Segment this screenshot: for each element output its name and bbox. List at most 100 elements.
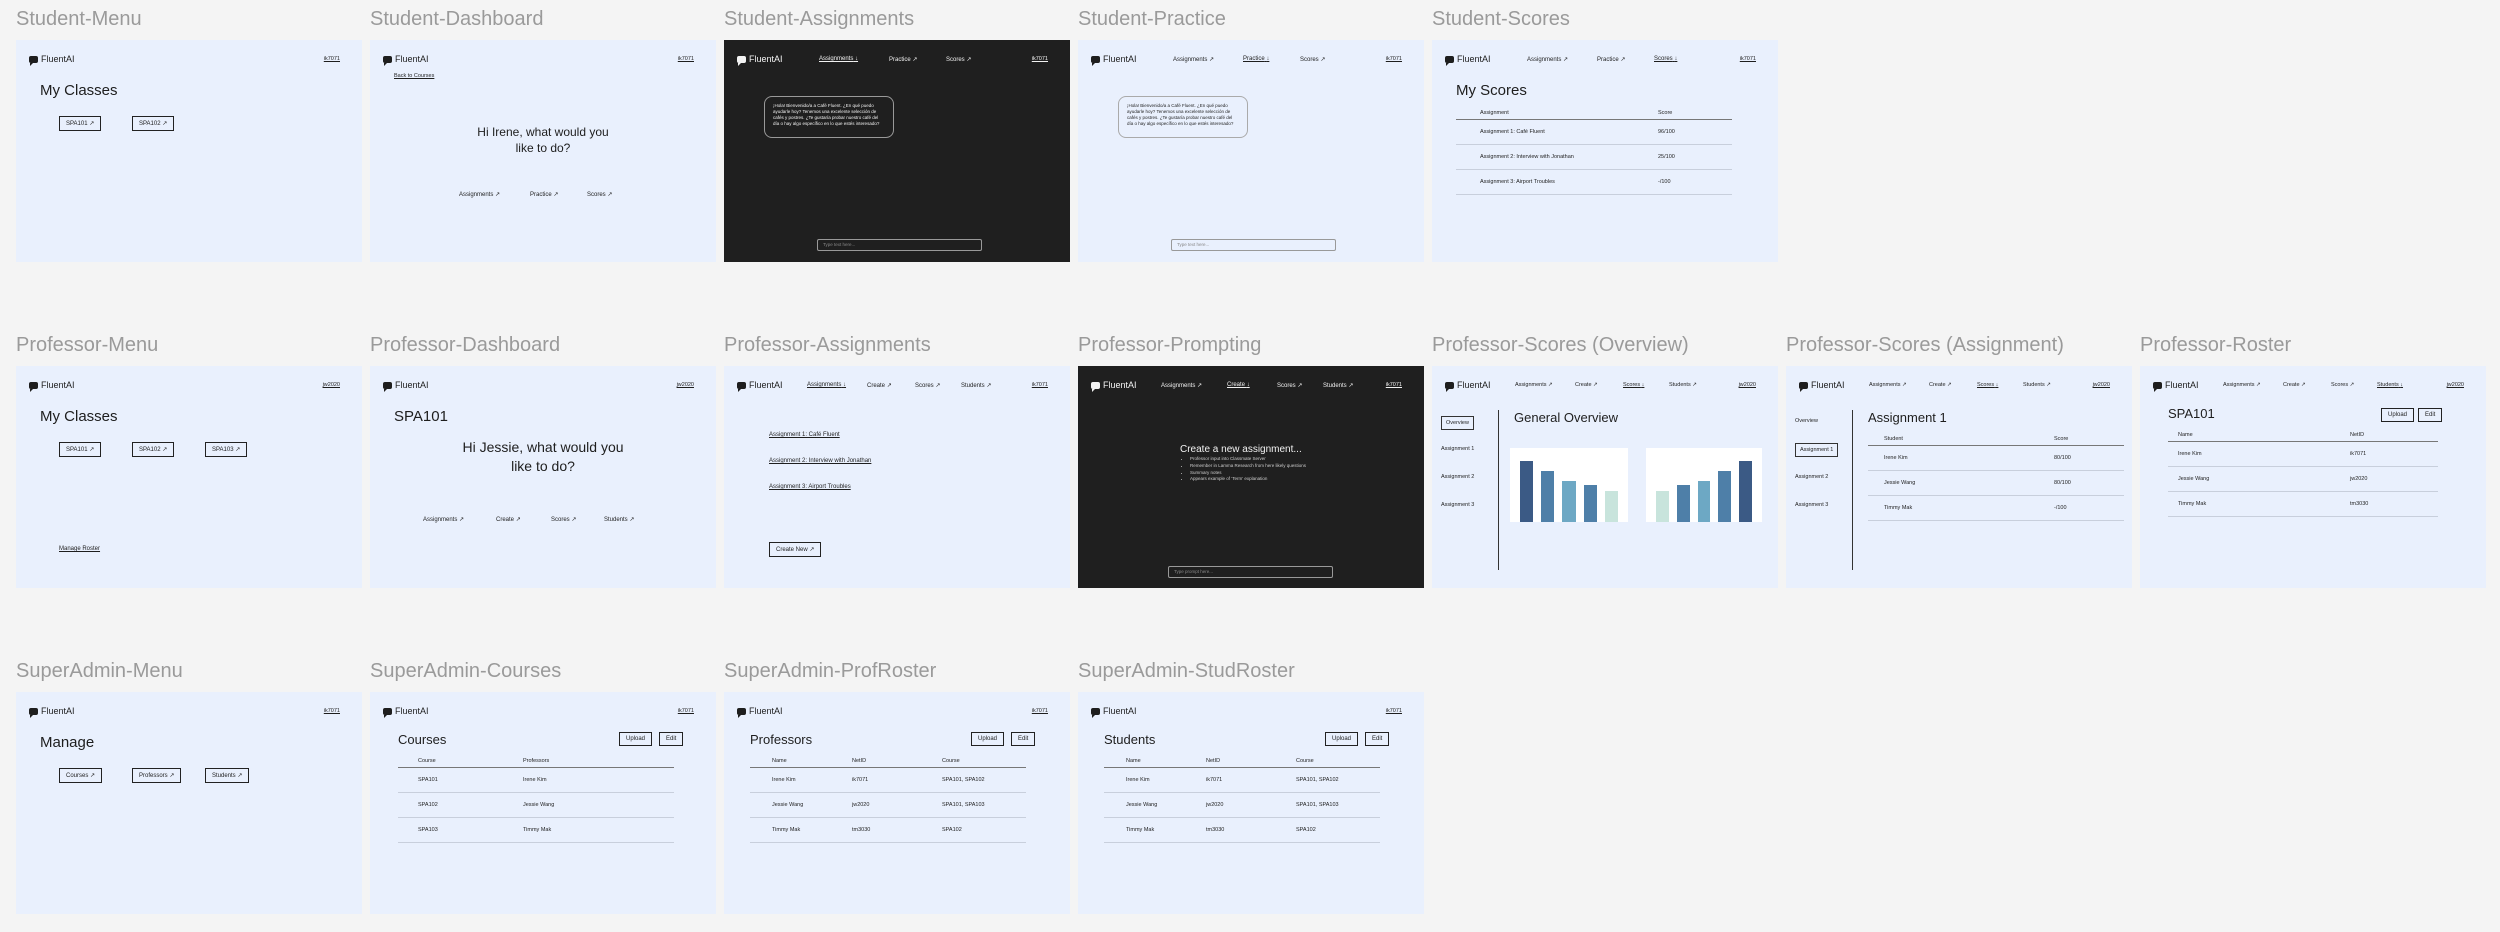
sidebar-tab-assignment-3[interactable]: Assignment 3 xyxy=(1795,502,1829,508)
user-id-link[interactable]: jw2020 xyxy=(1738,382,1756,388)
brand-logo[interactable]: FluentAI xyxy=(1091,706,1137,718)
brand-logo[interactable]: FluentAI xyxy=(1091,380,1137,392)
nav-students[interactable]: Students ↗ xyxy=(1669,382,1697,388)
nav-create[interactable]: Create ↗ xyxy=(1575,382,1598,388)
nav-practice[interactable]: Practice ↓ xyxy=(1243,56,1270,62)
nav-scores[interactable]: Scores ↗ xyxy=(915,383,941,389)
table-row[interactable]: Jessie Wang jw2020 SPA101, SPA103 xyxy=(1104,793,1380,818)
nav-create[interactable]: Create ↗ xyxy=(2283,382,2306,388)
sidebar-tab-assignment-2[interactable]: Assignment 2 xyxy=(1795,474,1829,480)
nav-scores[interactable]: Scores ↓ xyxy=(1977,382,1999,388)
chat-input[interactable]: Type text here... xyxy=(817,239,982,251)
sidebar-tab-overview[interactable]: Overview xyxy=(1795,418,1818,424)
table-row[interactable]: Jessie Wang jw2020 SPA101, SPA103 xyxy=(750,793,1026,818)
user-id-link[interactable]: ik7071 xyxy=(1739,56,1756,62)
class-button-spa103[interactable]: SPA103 ↗ xyxy=(205,442,248,457)
brand-logo[interactable]: FluentAI xyxy=(737,706,783,718)
edit-button[interactable]: Edit xyxy=(1011,732,1036,746)
assignment-link[interactable]: Assignment 1: Café Fluent xyxy=(769,432,840,438)
table-row[interactable]: Timmy Mak tm3030 SPA102 xyxy=(1104,818,1380,843)
table-row[interactable]: Irene Kim ik7071 SPA101, SPA102 xyxy=(1104,768,1380,793)
chat-input[interactable]: Type text here... xyxy=(1171,239,1336,251)
table-row[interactable]: Assignment 2: Interview with Jonathan 25/… xyxy=(1456,145,1732,170)
nav-assignments[interactable]: Assignments ↓ xyxy=(819,56,859,62)
nav-scores[interactable]: Scores ↗ xyxy=(2331,382,2355,388)
table-row[interactable]: SPA102 Jessie Wang xyxy=(398,793,674,818)
brand-logo[interactable]: FluentAI xyxy=(29,706,75,718)
nav-scores[interactable]: Scores ↓ xyxy=(1654,56,1678,62)
table-row[interactable]: SPA103 Timmy Mak xyxy=(398,818,674,843)
upload-button[interactable]: Upload xyxy=(971,732,1005,746)
user-id-link[interactable]: jw2020 xyxy=(2092,382,2110,388)
brand-logo[interactable]: FluentAI xyxy=(383,54,429,66)
brand-logo[interactable]: FluentAI xyxy=(1445,380,1491,392)
assignment-link[interactable]: Assignment 3: Airport Troubles xyxy=(769,484,851,490)
nav-scores[interactable]: Scores ↗ xyxy=(1300,57,1326,63)
nav-students[interactable]: Students ↗ xyxy=(961,383,992,389)
user-id-link[interactable]: ik7071 xyxy=(1031,56,1048,62)
nav-practice[interactable]: Practice ↗ xyxy=(1597,57,1626,63)
nav-assignments[interactable]: Assignments ↗ xyxy=(1515,382,1553,388)
manage-courses-button[interactable]: Courses ↗ xyxy=(59,768,103,783)
class-button-spa101[interactable]: SPA101 ↗ xyxy=(59,442,102,457)
class-button-spa101[interactable]: SPA101 ↗ xyxy=(59,116,102,131)
nav-assignments[interactable]: Assignments ↗ xyxy=(1869,382,1907,388)
class-button-spa102[interactable]: SPA102 ↗ xyxy=(132,116,175,131)
user-id-link[interactable]: ik7071 xyxy=(1385,382,1402,388)
brand-logo[interactable]: FluentAI xyxy=(737,380,783,392)
table-row[interactable]: Timmy Mak -/100 xyxy=(1868,496,2124,521)
sidebar-tab-assignment-1[interactable]: Assignment 1 xyxy=(1441,446,1475,452)
user-id-link[interactable]: ik7071 xyxy=(323,708,340,714)
nav-scores[interactable]: Scores ↓ xyxy=(1623,382,1645,388)
practice-link[interactable]: Practice ↗ xyxy=(530,192,559,198)
user-id-link[interactable]: jw2020 xyxy=(322,382,340,388)
nav-students[interactable]: Students ↗ xyxy=(2023,382,2051,388)
scores-link[interactable]: Scores ↗ xyxy=(587,192,613,198)
students-link[interactable]: Students ↗ xyxy=(604,517,635,523)
table-row[interactable]: Irene Kim 80/100 xyxy=(1868,446,2124,471)
edit-button[interactable]: Edit xyxy=(1365,732,1390,746)
nav-create[interactable]: Create ↗ xyxy=(867,383,892,389)
table-row[interactable]: Assignment 3: Airport Troubles -/100 xyxy=(1456,170,1732,195)
create-new-button[interactable]: Create New ↗ xyxy=(769,542,822,557)
sidebar-tab-assignment-3[interactable]: Assignment 3 xyxy=(1441,502,1475,508)
brand-logo[interactable]: FluentAI xyxy=(1445,54,1491,66)
assignment-link[interactable]: Assignment 2: Interview with Jonathan xyxy=(769,458,872,464)
assignments-link[interactable]: Assignments ↗ xyxy=(423,517,465,523)
brand-logo[interactable]: FluentAI xyxy=(2153,380,2199,392)
nav-assignments[interactable]: Assignments ↗ xyxy=(2223,382,2261,388)
nav-create[interactable]: Create ↗ xyxy=(1929,382,1952,388)
table-row[interactable]: Timmy Mak tm3030 SPA102 xyxy=(750,818,1026,843)
brand-logo[interactable]: FluentAI xyxy=(1799,380,1845,392)
user-id-link[interactable]: ik7071 xyxy=(1385,708,1402,714)
prompt-input[interactable]: Type prompt here... xyxy=(1168,566,1333,578)
table-row[interactable]: Timmy Mak tm3030 xyxy=(2168,492,2438,517)
user-id-link[interactable]: ik7071 xyxy=(1385,56,1402,62)
edit-button[interactable]: Edit xyxy=(2418,408,2443,422)
nav-assignments[interactable]: Assignments ↗ xyxy=(1161,383,1203,389)
user-id-link[interactable]: ik7071 xyxy=(323,56,340,62)
nav-assignments[interactable]: Assignments ↗ xyxy=(1527,57,1569,63)
nav-scores[interactable]: Scores ↗ xyxy=(1277,383,1303,389)
user-id-link[interactable]: jw2020 xyxy=(676,382,694,388)
table-row[interactable]: Assignment 1: Café Fluent 96/100 xyxy=(1456,120,1732,145)
nav-students[interactable]: Students ↗ xyxy=(1323,383,1354,389)
user-id-link[interactable]: ik7071 xyxy=(677,56,694,62)
nav-practice[interactable]: Practice ↗ xyxy=(889,57,918,63)
brand-logo[interactable]: FluentAI xyxy=(383,706,429,718)
brand-logo[interactable]: FluentAI xyxy=(383,380,429,392)
table-row[interactable]: SPA101 Irene Kim xyxy=(398,768,674,793)
scores-link[interactable]: Scores ↗ xyxy=(551,517,577,523)
create-link[interactable]: Create ↗ xyxy=(496,517,521,523)
brand-logo[interactable]: FluentAI xyxy=(1091,54,1137,66)
table-row[interactable]: Irene Kim ik7071 xyxy=(2168,442,2438,467)
user-id-link[interactable]: ik7071 xyxy=(677,708,694,714)
manage-professors-button[interactable]: Professors ↗ xyxy=(132,768,182,783)
table-row[interactable]: Jessie Wang jw2020 xyxy=(2168,467,2438,492)
upload-button[interactable]: Upload xyxy=(2381,408,2415,422)
sidebar-tab-assignment-2[interactable]: Assignment 2 xyxy=(1441,474,1475,480)
brand-logo[interactable]: FluentAI xyxy=(29,54,75,66)
nav-create[interactable]: Create ↓ xyxy=(1227,382,1250,388)
nav-scores[interactable]: Scores ↗ xyxy=(946,57,972,63)
table-row[interactable]: Jessie Wang 80/100 xyxy=(1868,471,2124,496)
